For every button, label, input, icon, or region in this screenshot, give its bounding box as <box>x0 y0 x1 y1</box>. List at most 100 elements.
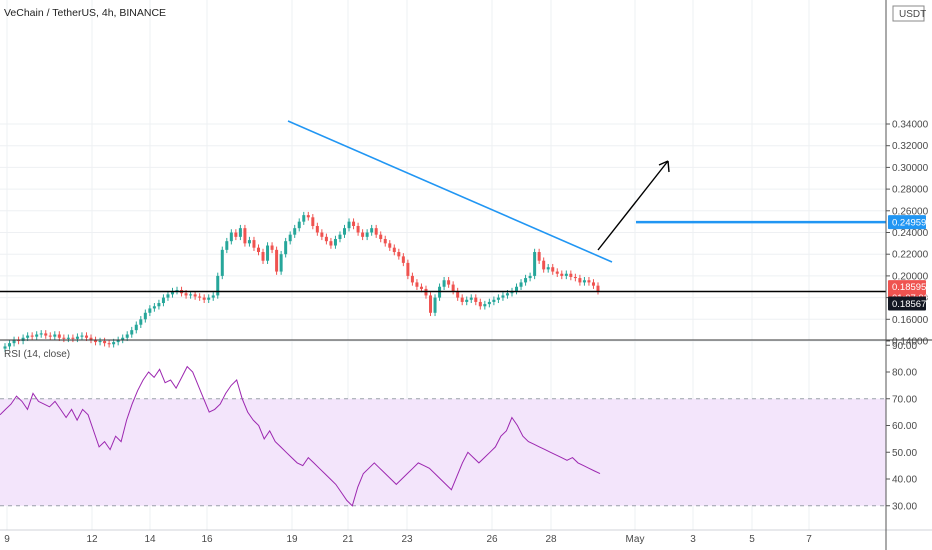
currency-button[interactable] <box>892 5 925 22</box>
candle-body <box>306 215 310 218</box>
candle-body <box>324 236 328 242</box>
price-tick-label: 0.34000 <box>892 120 929 131</box>
candle-body <box>578 278 582 283</box>
candle-body <box>343 228 347 235</box>
candle-body <box>302 215 306 222</box>
candle-body <box>84 335 88 338</box>
time-axis[interactable]: 9 12 14 16 19 21 23 26 28 May 3 5 7 <box>0 529 932 545</box>
trend-line[interactable] <box>287 120 613 263</box>
price-tick-label: 0.14000 <box>892 337 929 348</box>
candle-body <box>596 285 600 292</box>
rsi-tick-label: 50.00 <box>892 448 917 459</box>
time-tick-label: 28 <box>545 534 557 545</box>
candle-body <box>198 296 202 298</box>
candle-body <box>311 217 315 226</box>
support-price-label: 0.18567 <box>892 299 926 310</box>
price-tick-label: 0.28000 <box>892 185 929 196</box>
candle-body <box>238 228 242 237</box>
time-tick-label: 21 <box>342 534 354 545</box>
candle-body <box>30 335 34 337</box>
candle-body <box>533 252 537 276</box>
candle-body <box>243 228 247 244</box>
candle-body <box>220 249 224 276</box>
price-tick-label: 0.24000 <box>892 228 929 239</box>
candle-body <box>35 334 39 337</box>
candle-body <box>356 225 360 233</box>
candle-body <box>8 343 12 347</box>
candle-body <box>143 312 147 320</box>
candle-body <box>483 304 487 307</box>
candle-body <box>80 335 84 337</box>
time-tick-label: 7 <box>806 534 812 545</box>
rsi-tick-label: 90.00 <box>892 341 917 352</box>
candle-body <box>370 228 374 233</box>
time-tick-label: 5 <box>749 534 755 545</box>
candle-body <box>333 239 337 246</box>
candle-body <box>524 278 528 283</box>
candle-body <box>451 284 455 292</box>
candle-body <box>429 295 433 313</box>
candle-body <box>279 254 283 272</box>
candle-body <box>474 297 478 302</box>
candle-body <box>442 280 446 287</box>
candle-body <box>12 339 16 344</box>
candle-body <box>170 291 174 295</box>
rsi-tick-label: 80.00 <box>892 368 917 379</box>
candle-body <box>338 234 342 240</box>
candle-body <box>542 260 546 270</box>
projection-arrow-head <box>658 160 670 173</box>
candle-body <box>116 339 120 343</box>
candle-body <box>229 232 233 242</box>
candle-body <box>551 267 555 272</box>
candle-body <box>433 297 437 313</box>
candle-body <box>121 337 125 340</box>
candle-body <box>288 234 292 242</box>
candle-body <box>139 319 143 325</box>
candle-body <box>234 232 238 237</box>
drawing-layer[interactable] <box>0 120 886 293</box>
candle-body <box>98 341 102 343</box>
price-axis[interactable]: 0.34000 0.32000 0.30000 0.28000 0.26000 0.240… <box>886 120 929 513</box>
candle-body <box>207 297 211 300</box>
candle-body <box>587 280 591 283</box>
candle-body <box>555 271 559 274</box>
candle-body <box>152 306 156 309</box>
candle-body <box>487 301 491 305</box>
candle-body <box>103 341 107 344</box>
candle-body <box>256 247 260 253</box>
candle-body <box>392 247 396 253</box>
target-price-badge[interactable] <box>888 215 926 230</box>
time-tick-label: 26 <box>486 534 498 545</box>
candle-body <box>397 252 401 257</box>
candle-body <box>26 335 30 338</box>
rsi-line <box>0 365 601 507</box>
time-tick-label: 19 <box>286 534 298 545</box>
candle-body <box>415 282 419 287</box>
candle-body <box>352 221 356 226</box>
candle-body <box>75 336 79 339</box>
candle-body <box>456 291 460 298</box>
candle-body <box>560 273 564 276</box>
support-price-badge[interactable] <box>888 296 926 311</box>
candle-body <box>478 301 482 307</box>
candle-body <box>293 228 297 235</box>
candle-body <box>270 245 274 250</box>
candle-body <box>166 294 170 298</box>
candle-body <box>297 221 301 229</box>
candle-body <box>320 232 324 237</box>
candle-body <box>89 337 93 340</box>
projection-arrow-line[interactable] <box>597 160 669 251</box>
candle-body <box>315 225 319 233</box>
time-tick-label: 23 <box>401 534 413 545</box>
rsi-tick-label: 40.00 <box>892 475 917 486</box>
rsi-tick-label: 30.00 <box>892 501 917 512</box>
rsi-band-layer <box>0 398 886 507</box>
candle-layer <box>3 211 600 352</box>
candle-body <box>528 275 532 279</box>
candle-body <box>379 234 383 240</box>
candle-body <box>284 241 288 255</box>
candle-body <box>125 334 129 338</box>
candle-body <box>21 337 25 341</box>
candle-body <box>365 232 369 237</box>
